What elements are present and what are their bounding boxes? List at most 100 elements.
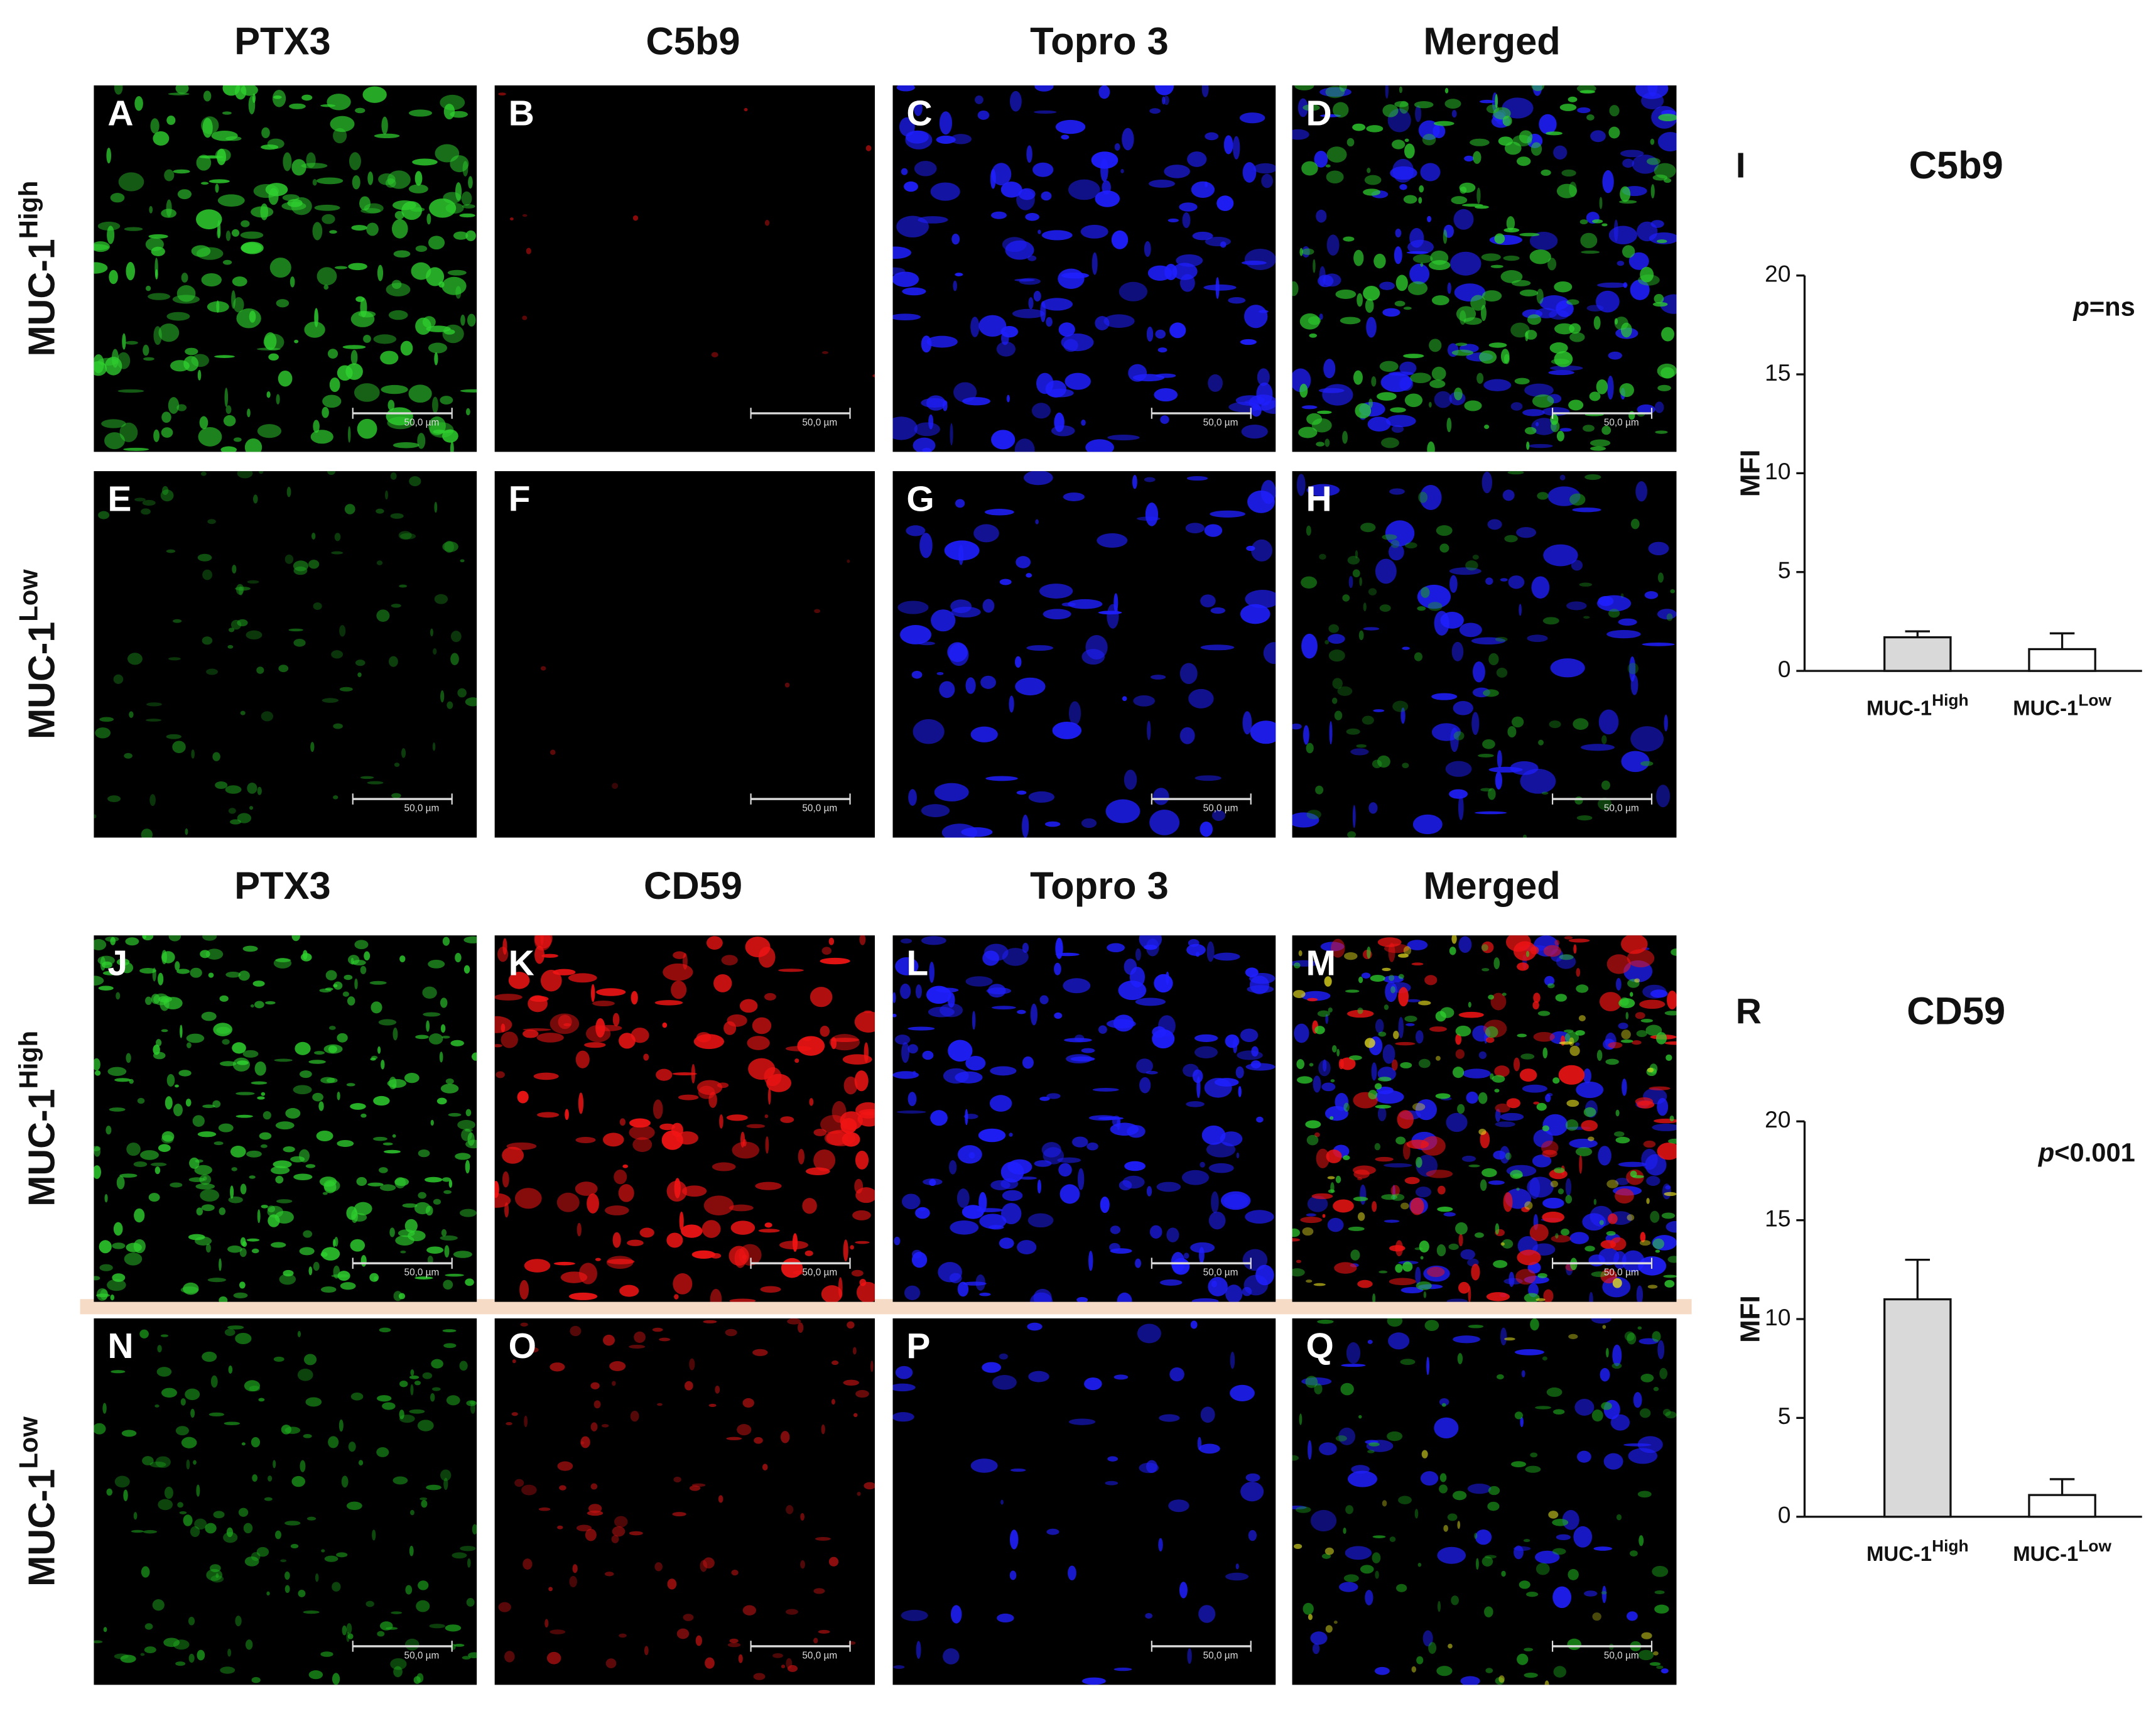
stain-blob: [934, 783, 969, 801]
stain-blob: [322, 406, 329, 418]
stain-blob: [737, 1424, 752, 1436]
stain-blob: [767, 1087, 771, 1105]
stain-blob: [152, 1599, 165, 1611]
stain-blob: [983, 943, 1009, 961]
stain-blob: [727, 1643, 741, 1648]
stain-blob: [329, 378, 340, 393]
stain-blob: [428, 1033, 443, 1045]
stain-blob: [186, 1033, 205, 1043]
stain-blob: [1584, 1590, 1598, 1597]
stain-blob: [1113, 1374, 1129, 1380]
stain-blob: [459, 213, 475, 218]
stain-blob: [696, 1080, 723, 1095]
stain-blob: [985, 776, 1018, 781]
stain-blob: [1446, 1298, 1468, 1302]
stain-blob: [603, 1133, 624, 1147]
stain-blob: [443, 1343, 457, 1349]
stain-blob: [843, 1379, 859, 1386]
stain-blob: [907, 1044, 918, 1054]
stain-blob: [498, 92, 506, 96]
stain-blob: [190, 1526, 200, 1537]
stain-blob: [251, 1437, 261, 1448]
stain-blob: [146, 285, 151, 291]
stain-blob: [1635, 481, 1648, 502]
stain-blob: [1515, 1269, 1536, 1285]
stain-blob: [729, 1204, 754, 1212]
stain-blob: [99, 1240, 112, 1254]
stain-blob: [141, 508, 151, 515]
stain-blob: [1420, 163, 1441, 182]
stain-blob: [212, 752, 220, 761]
stain-blob: [314, 308, 318, 327]
stain-blob: [906, 130, 929, 144]
stain-blob: [1377, 937, 1402, 947]
stain-blob: [747, 1036, 770, 1050]
stain-blob: [1573, 944, 1577, 954]
stain-blob: [163, 997, 183, 1009]
stain-blob: [1414, 1247, 1423, 1251]
stain-blob: [821, 1424, 825, 1435]
stain-blob: [629, 1118, 651, 1128]
stain-blob: [217, 220, 221, 239]
stain-blob: [1404, 1016, 1417, 1022]
stain-blob: [1440, 612, 1464, 629]
stain-blob: [1014, 438, 1035, 452]
stain-blob: [1531, 85, 1545, 92]
bar: [2028, 1494, 2096, 1518]
stain-blob: [1039, 1096, 1050, 1101]
stain-blob: [1355, 550, 1358, 558]
stain-blob: [519, 1279, 529, 1300]
stain-blob: [1046, 1528, 1059, 1535]
stain-blob: [859, 1109, 875, 1116]
stain-blob: [1590, 130, 1606, 143]
stain-blob: [1471, 712, 1480, 736]
stain-blob: [1537, 1011, 1551, 1016]
stain-blob: [859, 935, 866, 945]
stain-blob: [1210, 510, 1245, 518]
stain-blob: [1460, 1676, 1480, 1685]
stain-blob: [813, 1128, 827, 1136]
scale-bar-label: 50,0 µm: [1604, 803, 1639, 813]
stain-blob: [1331, 697, 1338, 704]
stain-blob: [161, 486, 169, 496]
stain-blob: [999, 1353, 1008, 1360]
stain-blob: [1470, 138, 1490, 146]
stain-blob: [409, 476, 421, 487]
column-header: Merged: [1423, 864, 1560, 908]
stain-blob: [1502, 992, 1507, 996]
stain-blob: [956, 1188, 970, 1208]
stain-blob: [299, 1247, 315, 1256]
stain-blob: [457, 688, 467, 698]
stain-blob: [284, 1521, 301, 1526]
stain-blob: [435, 144, 460, 163]
stain-blob: [1041, 1142, 1061, 1158]
stain-blob: [465, 1160, 470, 1174]
stain-blob: [706, 936, 723, 950]
stain-blob: [369, 980, 387, 985]
stain-blob: [1149, 108, 1161, 114]
stain-blob: [921, 335, 932, 353]
stain-blob: [415, 317, 431, 335]
stain-blob: [1337, 686, 1353, 697]
stain-blob: [1054, 962, 1061, 975]
stain-blob: [290, 276, 295, 288]
stain-blob: [104, 432, 125, 450]
stain-blob: [148, 293, 171, 300]
stain-blob: [1052, 721, 1082, 739]
stain-blob: [1485, 1026, 1498, 1038]
stain-blob: [206, 1568, 223, 1581]
stain-blob: [784, 682, 790, 688]
stain-blob: [1495, 1109, 1501, 1122]
stain-blob: [177, 189, 192, 200]
stain-blob: [1211, 1191, 1219, 1214]
stain-blob: [377, 1631, 385, 1637]
stain-blob: [433, 1198, 441, 1205]
stain-blob: [948, 1040, 973, 1062]
stain-blob: [251, 1248, 259, 1254]
stain-blob: [604, 1572, 614, 1577]
stain-blob: [1652, 1565, 1669, 1577]
stain-blob: [1453, 1491, 1467, 1501]
stain-blob: [990, 1066, 1017, 1076]
stain-blob: [1358, 976, 1363, 984]
stain-blob: [794, 1058, 799, 1063]
